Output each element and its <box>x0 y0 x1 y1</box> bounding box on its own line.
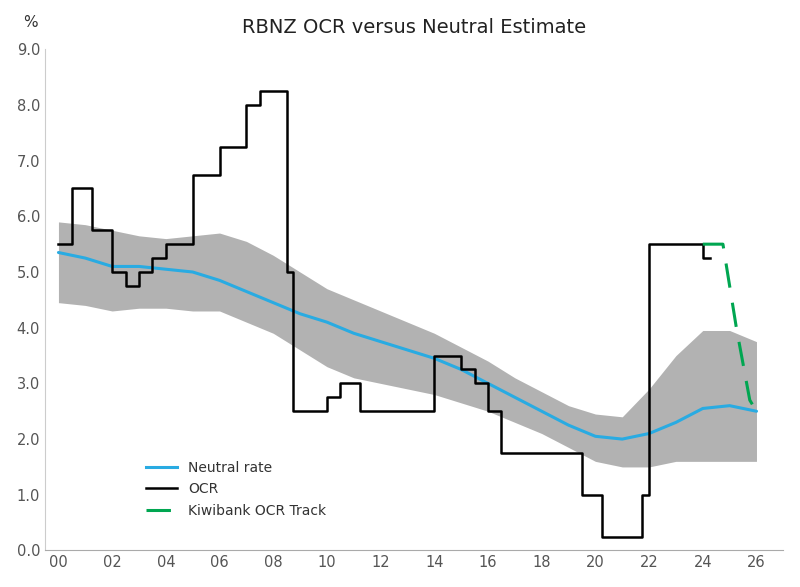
Title: RBNZ OCR versus Neutral Estimate: RBNZ OCR versus Neutral Estimate <box>242 18 586 36</box>
Text: %: % <box>23 15 38 30</box>
Legend: Neutral rate, OCR, Kiwibank OCR Track: Neutral rate, OCR, Kiwibank OCR Track <box>141 455 331 524</box>
